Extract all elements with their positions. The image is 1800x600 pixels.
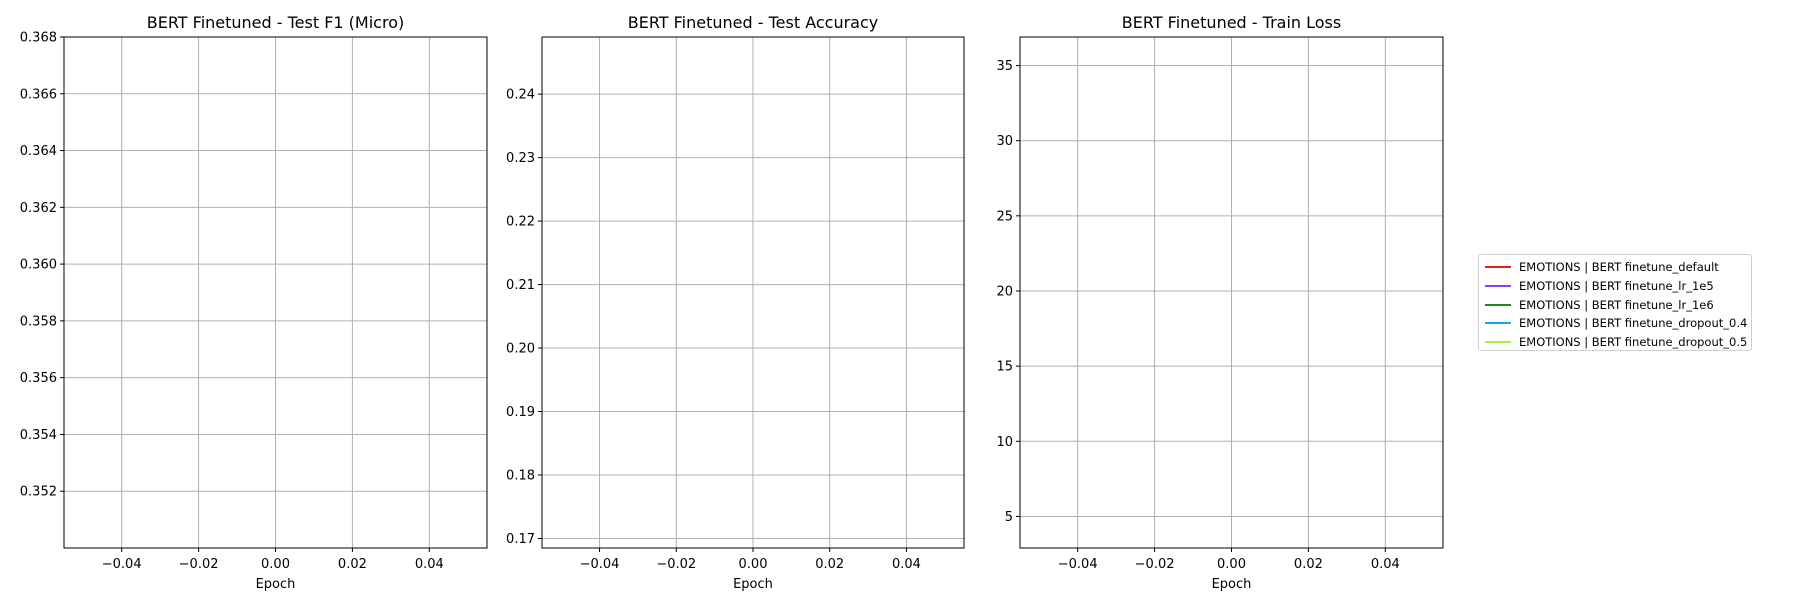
- y-tick-label: 0.360: [20, 258, 57, 273]
- legend-entry: EMOTIONS | BERT finetune_dropout_0.5: [1485, 333, 1751, 352]
- x-tick-label: 0.04: [415, 557, 444, 572]
- x-tick-label: 0.02: [1294, 557, 1323, 572]
- y-tick-label: 0.17: [506, 532, 535, 547]
- y-tick-label: 0.366: [20, 87, 57, 102]
- legend: EMOTIONS | BERT finetune_default EMOTION…: [1478, 254, 1752, 351]
- y-tick-label: 0.20: [506, 342, 535, 357]
- legend-swatch: [1485, 303, 1511, 306]
- legend-swatch: [1485, 266, 1511, 269]
- x-tick-label: 0.02: [815, 557, 844, 572]
- x-tick-label: 0.04: [892, 557, 921, 572]
- y-tick-label: 0.368: [20, 31, 57, 46]
- x-axis-label: Epoch: [733, 577, 773, 592]
- y-tick-label: 0.354: [20, 428, 57, 443]
- x-tick-label: −0.02: [179, 557, 219, 572]
- x-tick-label: 0.00: [1217, 557, 1246, 572]
- legend-label: EMOTIONS | BERT finetune_lr_1e5: [1519, 279, 1714, 294]
- plot-frame: [63, 36, 488, 549]
- legend-entry: EMOTIONS | BERT finetune_dropout_0.4: [1485, 314, 1751, 333]
- y-tick-label: 0.356: [20, 371, 57, 386]
- y-tick-label: 0.21: [506, 278, 535, 293]
- legend-entry: EMOTIONS | BERT finetune_lr_1e5: [1485, 277, 1751, 296]
- y-tick-label: 30: [996, 134, 1013, 149]
- y-tick-label: 0.352: [20, 485, 57, 500]
- x-tick-label: −0.02: [656, 557, 696, 572]
- legend-swatch: [1485, 341, 1511, 344]
- x-tick-label: 0.04: [1371, 557, 1400, 572]
- x-tick-label: −0.02: [1135, 557, 1175, 572]
- legend-label: EMOTIONS | BERT finetune_default: [1519, 260, 1719, 275]
- y-tick-label: 0.22: [506, 215, 535, 230]
- y-tick-label: 0.18: [506, 469, 535, 484]
- y-tick-label: 0.23: [506, 151, 535, 166]
- chart-title: BERT Finetuned - Test F1 (Micro): [147, 13, 404, 32]
- legend-label: EMOTIONS | BERT finetune_lr_1e6: [1519, 297, 1714, 312]
- y-tick-label: 0.24: [506, 88, 535, 103]
- x-tick-label: −0.04: [102, 557, 142, 572]
- y-tick-label: 10: [996, 435, 1013, 450]
- y-tick-label: 25: [996, 209, 1013, 224]
- chart-title: BERT Finetuned - Train Loss: [1122, 13, 1341, 32]
- x-tick-label: 0.00: [261, 557, 290, 572]
- y-tick-label: 0.362: [20, 201, 57, 216]
- y-tick-label: 15: [996, 360, 1013, 375]
- x-tick-label: 0.02: [338, 557, 367, 572]
- plot-frame: [541, 36, 965, 549]
- y-tick-label: 0.364: [20, 144, 57, 159]
- y-tick-label: 5: [1005, 510, 1013, 525]
- x-tick-label: 0.00: [739, 557, 768, 572]
- y-tick-label: 35: [996, 59, 1013, 74]
- legend-swatch: [1485, 285, 1511, 288]
- chart-title: BERT Finetuned - Test Accuracy: [628, 13, 879, 32]
- y-tick-label: 20: [996, 284, 1013, 299]
- legend-entry: EMOTIONS | BERT finetune_lr_1e6: [1485, 295, 1751, 314]
- legend-label: EMOTIONS | BERT finetune_dropout_0.5: [1519, 335, 1748, 350]
- x-tick-label: −0.04: [580, 557, 620, 572]
- y-tick-label: 0.358: [20, 314, 57, 329]
- legend-label: EMOTIONS | BERT finetune_dropout_0.4: [1519, 316, 1748, 331]
- x-axis-label: Epoch: [256, 577, 296, 592]
- x-tick-label: −0.04: [1058, 557, 1098, 572]
- y-tick-label: 0.19: [506, 405, 535, 420]
- x-axis-label: Epoch: [1212, 577, 1252, 592]
- plot-frame: [1019, 36, 1444, 549]
- legend-swatch: [1485, 322, 1511, 325]
- legend-entry: EMOTIONS | BERT finetune_default: [1485, 258, 1751, 277]
